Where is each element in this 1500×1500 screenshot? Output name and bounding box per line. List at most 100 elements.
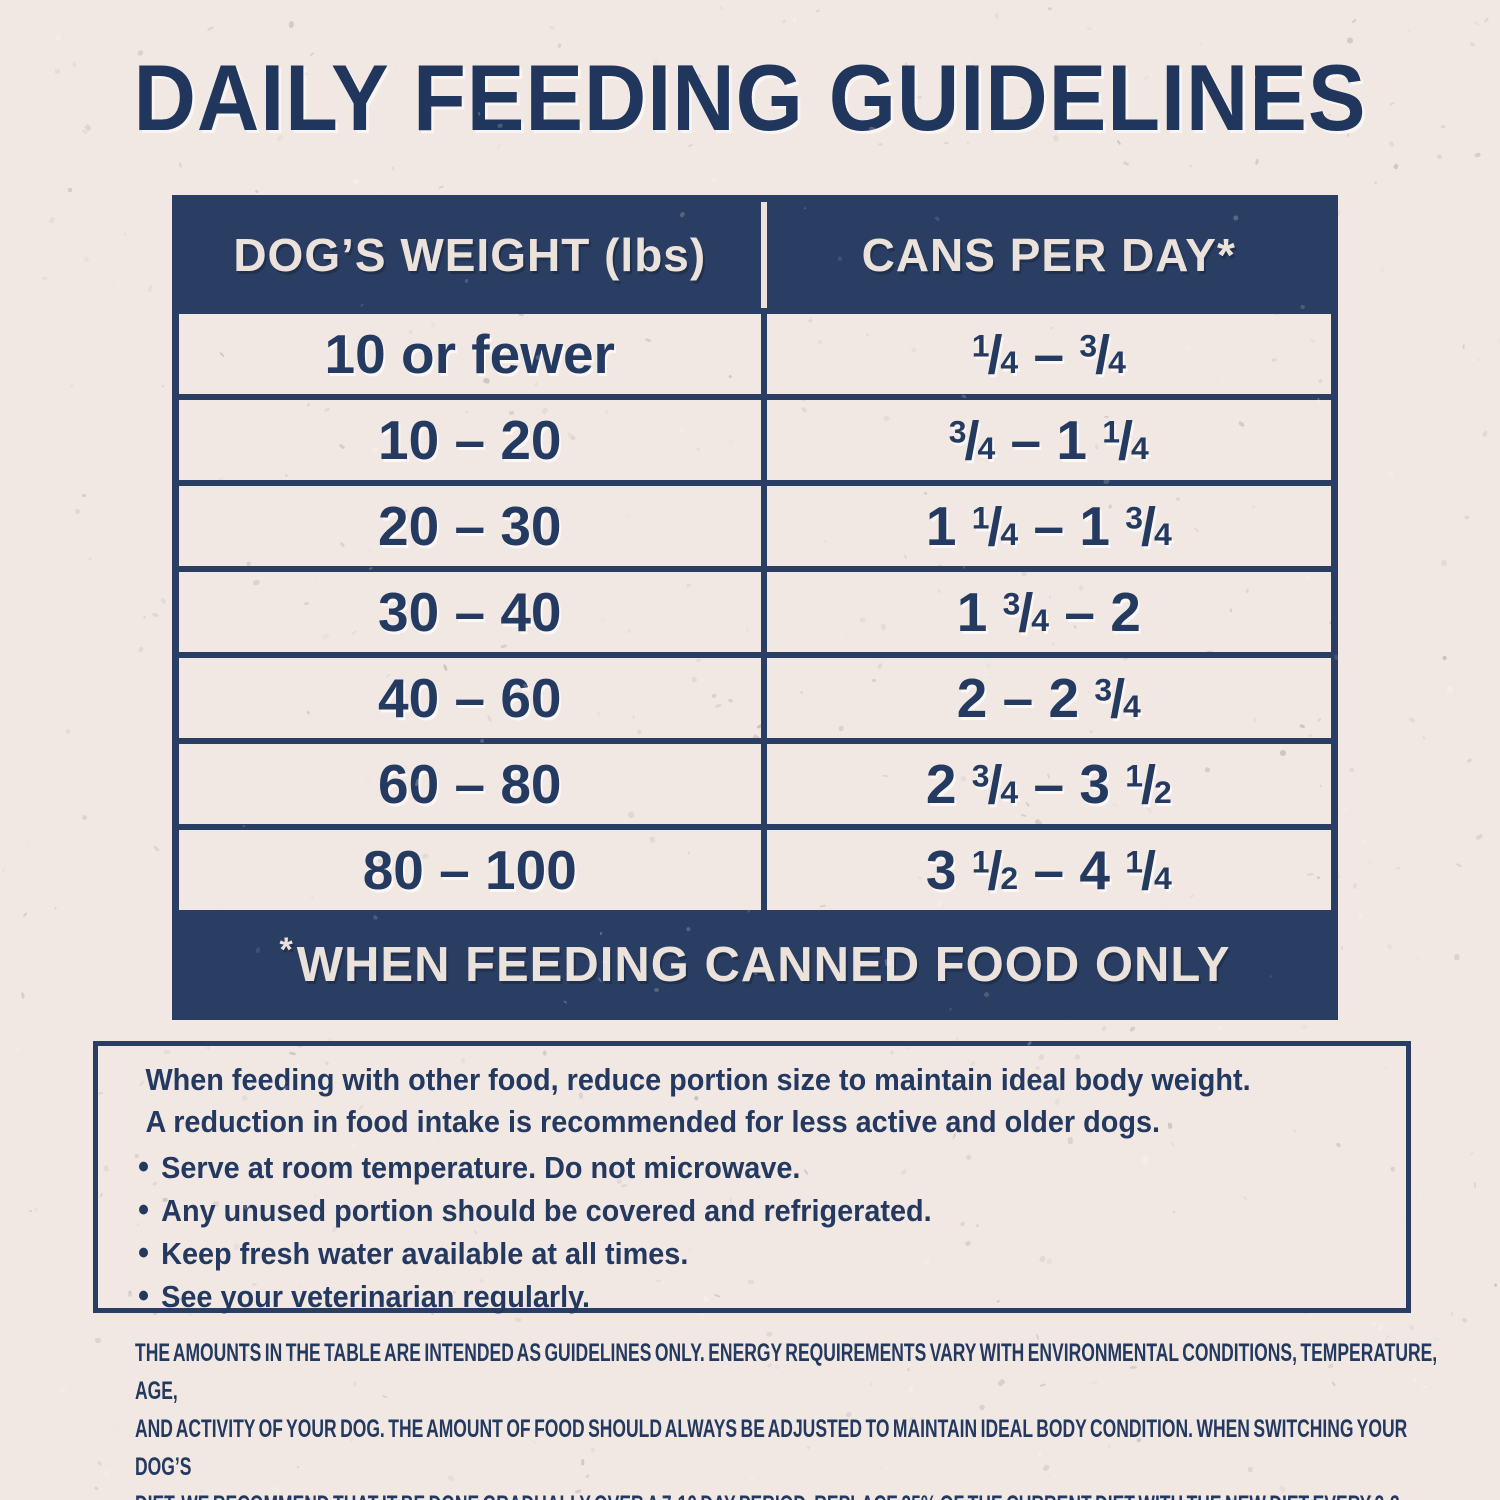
paper-speck bbox=[1472, 21, 1479, 27]
paper-speck bbox=[1473, 1182, 1477, 1189]
paper-speck bbox=[1129, 1025, 1137, 1032]
cans-cell: 3/4 – 1 1/4 bbox=[948, 409, 1149, 471]
weight-cell: 80 – 100 bbox=[179, 830, 767, 910]
paper-speck bbox=[1466, 757, 1473, 764]
bullet-text: Serve at room temperature. Do not microw… bbox=[161, 1150, 801, 1185]
paper-speck bbox=[1379, 266, 1386, 273]
table-row: 30 – 40 1 3/4 – 2 bbox=[179, 566, 1331, 652]
paper-speck bbox=[23, 912, 28, 918]
fraction: 1/2 bbox=[971, 841, 1019, 901]
fraction: 1/2 bbox=[1125, 755, 1172, 815]
weight-cell: 20 – 30 bbox=[179, 486, 767, 566]
paper-speck bbox=[1456, 863, 1462, 867]
table-row: 40 – 60 2 – 2 3/4 bbox=[179, 652, 1331, 738]
bullet-icon: • bbox=[138, 1148, 150, 1186]
paper-speck bbox=[1189, 164, 1193, 169]
page-title: DAILY FEEDING GUIDELINES bbox=[133, 45, 1367, 150]
bullet-icon: • bbox=[138, 1277, 150, 1315]
note-bullet-item: • See your veterinarian regularly. bbox=[138, 1275, 1375, 1318]
paper-speck bbox=[142, 616, 146, 619]
cans-cell: 2 – 2 3/4 bbox=[956, 667, 1141, 729]
paper-speck bbox=[1406, 28, 1412, 34]
paper-speck bbox=[439, 185, 445, 189]
paper-speck bbox=[391, 165, 396, 171]
paper-speck bbox=[1475, 833, 1484, 840]
table-row: 10 or fewer 1/4 – 3/4 bbox=[179, 308, 1331, 394]
paper-speck bbox=[781, 19, 787, 25]
paper-speck bbox=[549, 25, 556, 29]
table-footnote-row: * WHEN FEEDING CANNED FOOD ONLY bbox=[179, 910, 1331, 1013]
note-bullet-item: • Keep fresh water available at all times… bbox=[138, 1232, 1375, 1275]
note-bullet-item: • Serve at room temperature. Do not micro… bbox=[138, 1146, 1375, 1189]
paper-speck bbox=[1348, 767, 1355, 773]
footnote-text: WHEN FEEDING CANNED FOOD ONLY bbox=[296, 937, 1231, 992]
paper-speck bbox=[1254, 158, 1259, 165]
paper-speck bbox=[48, 216, 56, 225]
cans-cell: 3 1/2 – 4 1/4 bbox=[925, 839, 1172, 901]
column-header-weight: DOG’S WEIGHT (lbs) bbox=[179, 202, 767, 308]
paper-speck bbox=[1408, 716, 1416, 724]
table-row: 10 – 20 3/4 – 1 1/4 bbox=[179, 394, 1331, 480]
paper-speck bbox=[68, 188, 73, 193]
paper-speck bbox=[1461, 1317, 1468, 1324]
paper-speck bbox=[814, 9, 821, 13]
paper-speck bbox=[83, 256, 91, 264]
paper-speck bbox=[87, 557, 93, 561]
table-row: 60 – 80 2 3/4 – 3 1/2 bbox=[179, 738, 1331, 824]
paper-speck bbox=[74, 508, 80, 514]
paper-speck bbox=[1422, 735, 1427, 740]
table-body: 10 or fewer 1/4 – 3/4 10 – 20 3/4 – 1 1/4 20… bbox=[179, 308, 1331, 910]
fraction: 1/4 bbox=[971, 497, 1019, 557]
paper-speck bbox=[515, 1317, 523, 1324]
weight-cell: 10 – 20 bbox=[179, 400, 767, 480]
weight-cell: 30 – 40 bbox=[179, 572, 767, 652]
bullet-icon: • bbox=[138, 1191, 150, 1229]
paper-speck bbox=[288, 21, 295, 29]
paper-speck bbox=[1440, 125, 1446, 129]
bullet-icon: • bbox=[138, 1234, 150, 1272]
paper-speck bbox=[1462, 344, 1466, 350]
paper-speck bbox=[81, 815, 87, 821]
paper-speck bbox=[1437, 153, 1442, 160]
paper-speck bbox=[1352, 883, 1358, 889]
notes-bullet-list: • Serve at room temperature. Do not micro… bbox=[138, 1146, 1375, 1318]
cans-cell: 2 3/4 – 3 1/2 bbox=[925, 753, 1172, 815]
fraction: 3/4 bbox=[1125, 497, 1172, 557]
paper-speck bbox=[1469, 1151, 1475, 1157]
paper-speck bbox=[19, 992, 25, 999]
cans-cell: 1/4 – 3/4 bbox=[971, 323, 1126, 385]
paper-speck bbox=[159, 597, 167, 605]
paper-speck bbox=[41, 276, 47, 281]
notes-intro: When feeding with other food, reduce por… bbox=[145, 1062, 1251, 1139]
paper-speck bbox=[1393, 163, 1399, 169]
paper-speck bbox=[151, 612, 159, 618]
paper-speck bbox=[95, 1337, 102, 1343]
paper-speck bbox=[1301, 1024, 1307, 1030]
paper-speck bbox=[994, 12, 999, 19]
paper-speck bbox=[93, 1486, 99, 1491]
bullet-text: Any unused portion should be covered and… bbox=[161, 1193, 932, 1228]
paper-speck bbox=[254, 189, 260, 195]
weight-cell: 40 – 60 bbox=[179, 658, 767, 738]
paper-speck bbox=[33, 1206, 39, 1212]
paper-speck bbox=[1351, 18, 1357, 24]
paper-speck bbox=[123, 233, 127, 236]
paper-speck bbox=[147, 285, 153, 293]
table-row: 20 – 30 1 1/4 – 1 3/4 bbox=[179, 480, 1331, 566]
paper-speck bbox=[1450, 1312, 1455, 1317]
fraction: 1/4 bbox=[1102, 411, 1149, 471]
fraction: 3/4 bbox=[1094, 669, 1141, 729]
paper-speck bbox=[1386, 943, 1393, 951]
bullet-text: See your veterinarian regularly. bbox=[161, 1279, 591, 1314]
feeding-notes-content: When feeding with other food, reduce por… bbox=[138, 1059, 1375, 1318]
weight-cell: 60 – 80 bbox=[179, 744, 767, 824]
paper-speck bbox=[65, 728, 71, 735]
paper-speck bbox=[1047, 6, 1053, 11]
paper-speck bbox=[1454, 954, 1460, 961]
cans-cell: 1 1/4 – 1 3/4 bbox=[925, 495, 1172, 557]
paper-speck bbox=[1478, 358, 1482, 362]
paper-speck bbox=[28, 1209, 32, 1212]
fraction: 3/4 bbox=[1002, 583, 1050, 643]
fraction: 1/4 bbox=[971, 325, 1019, 385]
